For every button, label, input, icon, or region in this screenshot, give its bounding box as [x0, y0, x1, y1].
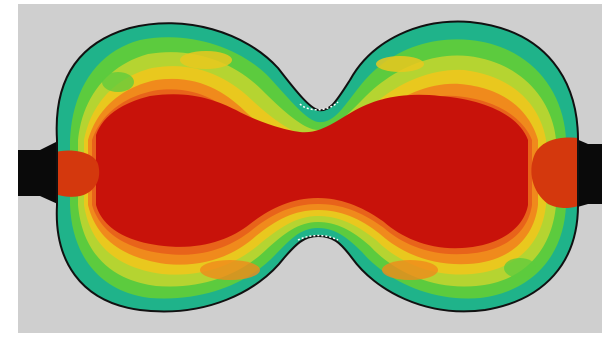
contour-bands: [56, 21, 578, 312]
neck-top-edge: [299, 101, 339, 111]
patch-green-upper-left: [102, 72, 134, 92]
patch-green-lower-right: [504, 258, 536, 278]
right-fixture: [574, 138, 602, 208]
patch-orange-lower-left: [200, 260, 260, 280]
patch-yellow-upper-left: [180, 51, 232, 69]
patch-yellow-upper-right: [376, 56, 424, 72]
neck-bottom-edge: [297, 234, 339, 241]
left-fixture: [18, 140, 60, 205]
patch-orange-lower-right: [382, 260, 438, 280]
band-red: [96, 94, 528, 249]
band-red-orange-left: [56, 150, 100, 197]
band-red-orange-right: [531, 137, 578, 208]
